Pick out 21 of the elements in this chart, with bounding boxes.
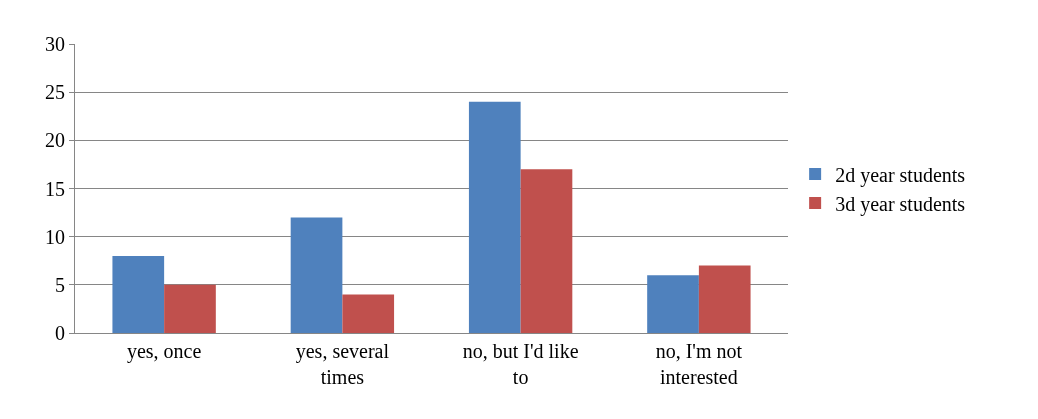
y-tick-label: 30 bbox=[45, 33, 65, 55]
legend-label: 2d year students bbox=[835, 163, 966, 187]
x-tick-label: no, but I'd like to bbox=[462, 340, 579, 388]
bar bbox=[698, 265, 751, 333]
bar bbox=[112, 255, 165, 333]
legend-label: 3d year students bbox=[835, 192, 966, 216]
bar bbox=[647, 275, 699, 333]
y-tick-label: 5 bbox=[55, 273, 65, 296]
bar bbox=[342, 294, 395, 333]
y-tick-label: 20 bbox=[45, 129, 65, 152]
y-tick-label: 25 bbox=[45, 81, 65, 104]
y-tick-label: 15 bbox=[45, 177, 65, 200]
bar bbox=[520, 169, 573, 333]
bar bbox=[290, 217, 343, 333]
x-tick-label: yes, several times bbox=[295, 340, 390, 388]
bar bbox=[164, 284, 216, 333]
y-tick-label: 10 bbox=[45, 225, 65, 248]
bar bbox=[468, 101, 521, 333]
x-tick-label: yes, once bbox=[126, 340, 202, 363]
x-tick-label: no, I'm not interested bbox=[655, 340, 743, 388]
y-tick-label: 0 bbox=[55, 322, 65, 344]
